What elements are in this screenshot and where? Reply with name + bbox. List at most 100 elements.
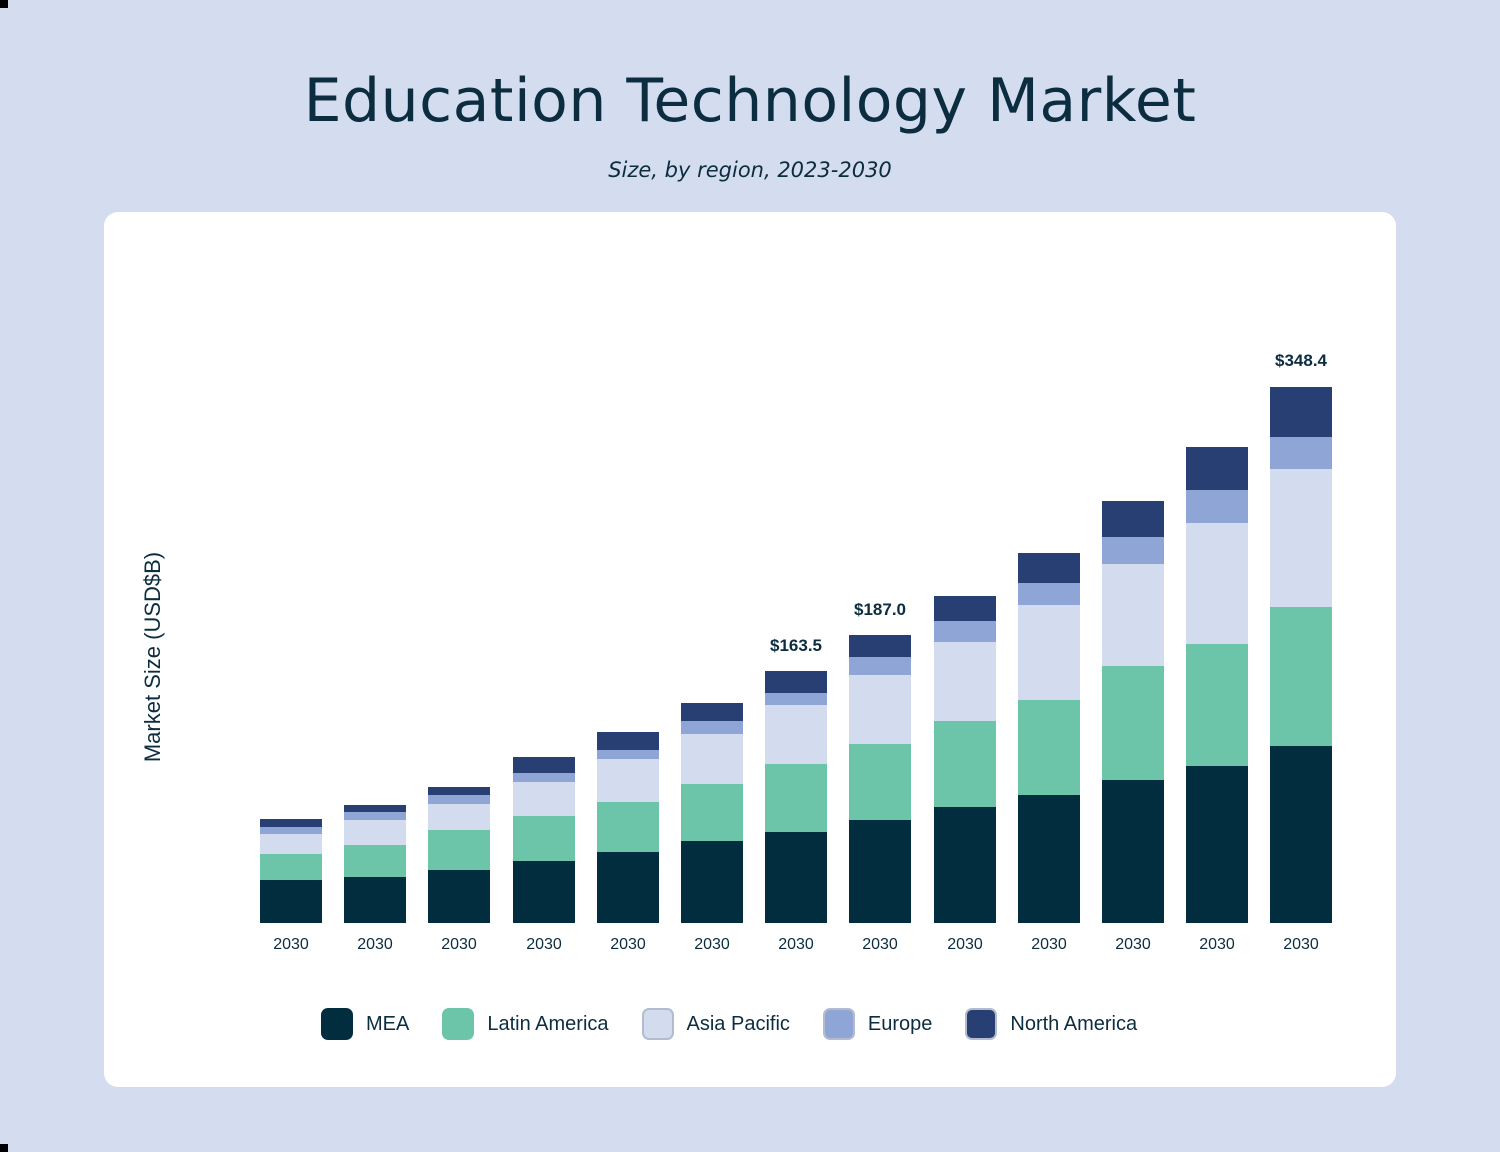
stacked-bar	[597, 732, 659, 923]
bar-segment-asia-pacific	[513, 781, 575, 816]
bar-segment-asia-pacific	[428, 803, 490, 830]
bar-segment-asia-pacific	[1018, 604, 1080, 700]
bar-segment-north-america	[344, 805, 406, 812]
bar-segment-latin-america	[1102, 665, 1164, 780]
bar-segment-latin-america	[934, 721, 996, 808]
bar-segment-asia-pacific	[260, 834, 322, 855]
stacked-bar	[260, 819, 322, 923]
bar-segment-europe	[1102, 537, 1164, 565]
legend-item-north-america: North America	[965, 1008, 1137, 1040]
stacked-bar	[1186, 447, 1248, 923]
bar-segment-mea	[597, 852, 659, 923]
bar-segment-mea	[681, 841, 743, 923]
bar-segment-north-america	[260, 819, 322, 828]
stacked-bar	[849, 635, 911, 923]
stacked-bar	[344, 805, 406, 923]
bar-segment-asia-pacific	[344, 819, 406, 845]
bar-segment-europe	[681, 721, 743, 735]
bar-segment-mea	[428, 870, 490, 923]
bar-segment-europe	[1186, 490, 1248, 524]
bar-segment-latin-america	[344, 844, 406, 877]
bar-segment-europe	[849, 656, 911, 675]
corner-artifact	[0, 0, 8, 8]
bar-segment-europe	[765, 692, 827, 705]
bar-segment-asia-pacific	[849, 674, 911, 744]
legend-label: North America	[1010, 1012, 1138, 1035]
bar-segment-north-america	[428, 787, 490, 796]
bar-segment-europe	[513, 773, 575, 782]
bar-segment-europe	[597, 750, 659, 759]
bar-segment-north-america	[765, 671, 827, 693]
legend-label: Europe	[867, 1012, 933, 1035]
bar-segment-mea	[513, 860, 575, 923]
stacked-bar	[681, 703, 743, 923]
bar-segment-mea	[344, 876, 406, 923]
legend-label: Asia Pacific	[686, 1012, 790, 1035]
bar-segment-europe	[1270, 437, 1332, 470]
stacked-bar	[428, 787, 490, 923]
legend-item-latin-america: Latin America	[442, 1008, 609, 1040]
bar-segment-latin-america	[597, 801, 659, 852]
bar-segment-europe	[934, 621, 996, 643]
bar-segment-latin-america	[1270, 607, 1332, 747]
legend-label: Latin America	[487, 1012, 609, 1035]
y-axis-label: Market Size (USD$B)	[140, 551, 165, 763]
bar-segment-asia-pacific	[1270, 469, 1332, 607]
bar-segment-mea	[849, 819, 911, 923]
stacked-bar	[934, 596, 996, 923]
bar-segment-mea	[934, 807, 996, 923]
legend-swatch	[822, 1008, 855, 1040]
bar-segment-mea	[1270, 746, 1332, 923]
chart-title: Education Technology Market	[303, 66, 1197, 136]
legend-item-europe: Europe	[822, 1008, 933, 1040]
legend-item-mea: MEA	[321, 1008, 409, 1040]
bar-segment-latin-america	[765, 763, 827, 832]
chart-subtitle: Size, by region, 2023-2030	[608, 158, 892, 182]
stacked-bar	[1270, 386, 1332, 923]
bar-segment-mea	[1018, 795, 1080, 923]
bar-segment-north-america	[849, 635, 911, 657]
bar-segment-asia-pacific	[934, 642, 996, 722]
bar-segment-mea	[260, 880, 322, 923]
bar-segment-latin-america	[513, 815, 575, 861]
legend-swatch	[442, 1008, 475, 1040]
bar-segment-mea	[765, 831, 827, 923]
legend-item-asia-pacific: Asia Pacific	[641, 1008, 790, 1040]
bar-segment-asia-pacific	[1186, 523, 1248, 645]
bar-segment-north-america	[1018, 552, 1080, 583]
chart-card	[104, 212, 1396, 1087]
bar-segment-mea	[1102, 779, 1164, 923]
chart-legend: MEA Latin America Asia Pacific Europe North …	[321, 1008, 1170, 1040]
bar-segment-latin-america	[260, 854, 322, 881]
bar-segment-north-america	[513, 757, 575, 774]
bar-segment-mea	[1186, 766, 1248, 923]
corner-artifact	[0, 1144, 8, 1152]
bar-segment-asia-pacific	[765, 704, 827, 764]
bar-segment-asia-pacific	[681, 734, 743, 785]
bar-segment-asia-pacific	[1102, 564, 1164, 666]
bar-segment-north-america	[934, 596, 996, 622]
bar-segment-europe	[428, 795, 490, 804]
legend-swatch	[641, 1008, 674, 1040]
stacked-bar	[1018, 552, 1080, 923]
bar-segment-north-america	[1270, 386, 1332, 437]
bar-segment-north-america	[597, 732, 659, 751]
bar-segment-latin-america	[1186, 644, 1248, 767]
bar-segment-north-america	[1102, 501, 1164, 538]
stacked-bar	[1102, 501, 1164, 923]
legend-label: MEA	[366, 1012, 410, 1035]
legend-swatch	[965, 1008, 998, 1040]
stacked-bar	[765, 671, 827, 923]
bar-segment-latin-america	[1018, 700, 1080, 796]
bar-segment-north-america	[1186, 447, 1248, 491]
bar-segment-latin-america	[428, 829, 490, 871]
bar-segment-asia-pacific	[597, 759, 659, 802]
bar-segment-europe	[1018, 582, 1080, 605]
stacked-bar	[513, 757, 575, 923]
bar-segment-north-america	[681, 703, 743, 722]
legend-swatch	[321, 1008, 353, 1040]
bar-segment-latin-america	[849, 743, 911, 820]
bar-segment-latin-america	[681, 784, 743, 842]
bar-segment-europe	[344, 811, 406, 820]
bar-segment-europe	[260, 827, 322, 834]
